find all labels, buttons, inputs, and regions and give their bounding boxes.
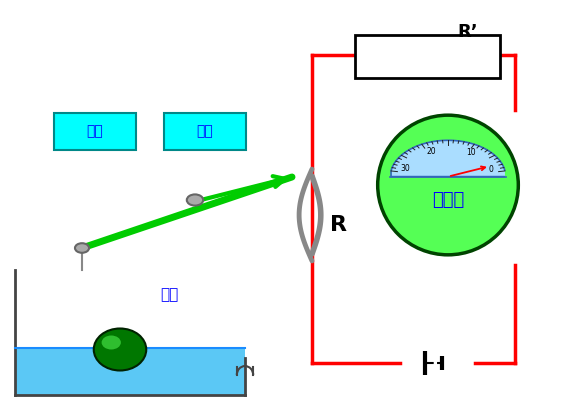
Text: 播放: 播放	[87, 124, 103, 138]
Text: 停止: 停止	[197, 124, 213, 138]
Text: 油量表: 油量表	[432, 192, 464, 209]
Text: 0: 0	[489, 165, 494, 174]
Text: 30: 30	[401, 164, 410, 173]
Ellipse shape	[94, 328, 146, 371]
Text: 浮标: 浮标	[160, 288, 178, 302]
Text: R’: R’	[458, 23, 478, 41]
Ellipse shape	[101, 336, 121, 350]
FancyBboxPatch shape	[54, 113, 136, 150]
Text: R: R	[330, 215, 347, 235]
Text: 20: 20	[427, 146, 437, 156]
Circle shape	[75, 243, 89, 253]
Bar	[15, 348, 245, 395]
PathPatch shape	[391, 140, 505, 177]
Bar	[355, 35, 500, 78]
FancyBboxPatch shape	[164, 113, 246, 150]
Text: 10: 10	[466, 148, 476, 158]
Circle shape	[187, 194, 203, 205]
Ellipse shape	[378, 115, 519, 255]
